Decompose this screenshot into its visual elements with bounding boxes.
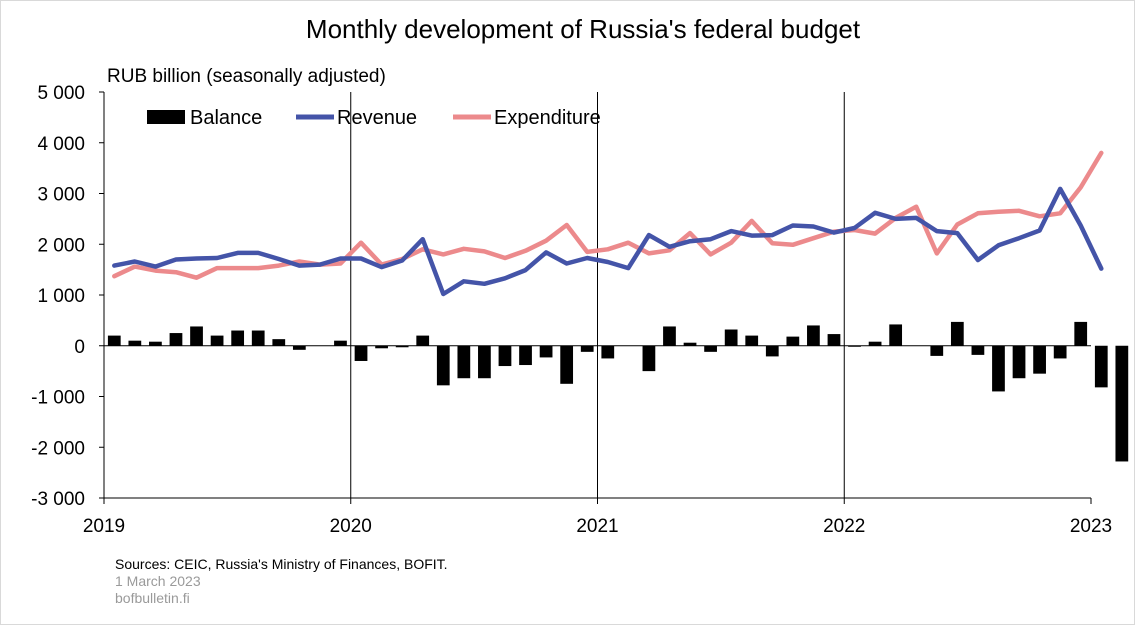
y-tick-labels: 5 000 4 000 3 000 2 000 1 000 0 -1 000 -2 000 -3… <box>31 83 85 510</box>
balance-bar <box>478 345 491 379</box>
balance-bar <box>128 340 142 346</box>
x-tick-label: 2019 <box>83 516 125 537</box>
y-tick-label: 3 000 <box>37 185 85 206</box>
balance-bar <box>827 334 841 346</box>
balance-bar <box>930 345 944 356</box>
y-tick-label: -2 000 <box>31 438 85 459</box>
balance-bar <box>498 345 512 367</box>
y-tick-label: -3 000 <box>31 489 85 510</box>
y-tick-label: 2 000 <box>37 235 85 256</box>
balance-bar <box>457 345 471 379</box>
balance-bar <box>1033 345 1046 374</box>
x-tick-label: 2022 <box>823 516 865 537</box>
series-lines <box>112 150 1104 297</box>
balance-bar <box>334 340 347 346</box>
legend-label-expenditure: Expenditure <box>494 107 601 129</box>
y-tick-label: 0 <box>74 337 85 358</box>
y-tick-label: 1 000 <box>37 286 85 307</box>
balance-bar <box>539 345 553 358</box>
balance-bar <box>231 330 245 346</box>
balance-bar <box>1012 345 1026 379</box>
balance-bar <box>971 345 985 355</box>
balance-bar <box>601 345 615 359</box>
balance-bar <box>519 345 532 366</box>
balance-bar <box>169 333 183 346</box>
balance-bar <box>868 341 882 346</box>
balance-bar <box>580 345 594 352</box>
balance-bar <box>848 345 861 347</box>
balance-bar <box>416 335 430 346</box>
x-tick-label: 2023 <box>1070 516 1112 537</box>
site-name: bofbulletin.fi <box>115 590 190 606</box>
balance-bar <box>642 345 656 372</box>
balance-bar <box>251 330 265 346</box>
balance-bar <box>704 345 717 352</box>
balance-bar <box>889 324 903 346</box>
y-tick-label: 4 000 <box>37 134 85 155</box>
legend: Balance Revenue Expenditure <box>147 107 601 129</box>
balance-bar <box>683 342 697 346</box>
legend-swatch-balance <box>147 110 185 124</box>
balance-bar <box>395 345 409 348</box>
balance-bar <box>190 326 203 346</box>
expenditure-line <box>112 150 1104 280</box>
legend-label-balance: Balance <box>190 107 262 129</box>
balance-bar <box>1074 321 1088 346</box>
axes <box>99 91 1092 504</box>
balance-bar <box>436 345 450 386</box>
x-tick-label: 2021 <box>576 516 618 537</box>
x-tick-label: 2020 <box>330 516 372 537</box>
balance-bar <box>210 335 224 346</box>
balance-bar <box>107 335 121 346</box>
legend-label-revenue: Revenue <box>337 107 417 129</box>
x-tick-labels: 2019 2020 2021 2022 2023 <box>83 516 1112 537</box>
chart-title: Monthly development of Russia's federal … <box>306 14 861 44</box>
revenue-line <box>112 186 1104 297</box>
balance-bar <box>745 335 759 346</box>
balance-bar <box>786 336 800 346</box>
balance-bar <box>149 341 162 346</box>
balance-bar <box>992 345 1005 392</box>
balance-bars <box>107 321 1129 462</box>
sources-note: Sources: CEIC, Russia's Ministry of Fina… <box>115 556 448 572</box>
publish-date: 1 March 2023 <box>115 573 201 589</box>
balance-bar <box>950 321 964 346</box>
balance-bar <box>354 345 368 361</box>
balance-bar <box>560 345 574 384</box>
balance-bar <box>765 345 779 357</box>
balance-bar <box>663 326 676 346</box>
unit-label: RUB billion (seasonally adjusted) <box>107 66 386 87</box>
balance-bar <box>1115 345 1129 462</box>
balance-bar <box>1053 345 1067 359</box>
balance-bar <box>292 345 306 350</box>
balance-bar <box>807 325 820 346</box>
balance-bar <box>375 345 388 349</box>
balance-bar <box>724 329 738 346</box>
balance-bar <box>272 339 286 346</box>
gridlines <box>350 92 845 498</box>
y-tick-label: 5 000 <box>37 83 85 104</box>
y-tick-label: -1 000 <box>31 388 85 409</box>
balance-bar <box>1094 345 1108 388</box>
